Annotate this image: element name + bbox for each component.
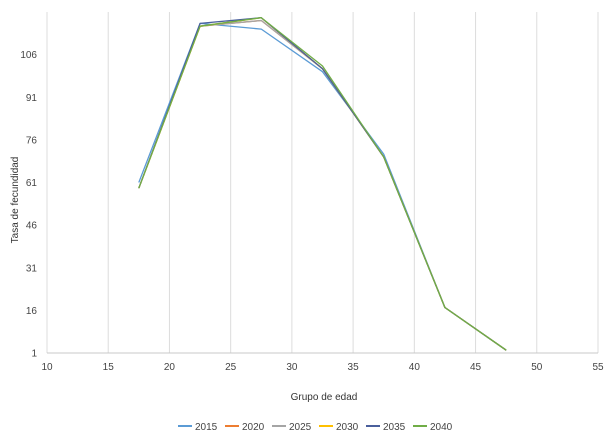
y-axis-label: Tasa de fecundidad (10, 157, 21, 244)
legend-label-2020: 2020 (242, 422, 265, 433)
y-tick-label: 91 (26, 93, 38, 104)
y-tick-label: 1 (31, 349, 37, 360)
series-lines (138, 17, 507, 351)
series-line-2020 (138, 19, 507, 351)
x-axis-label: Grupo de edad (291, 392, 358, 403)
legend-label-2040: 2040 (430, 422, 453, 433)
x-tick-label: 15 (103, 362, 115, 373)
x-tick-label: 10 (41, 362, 53, 373)
series-line-2025 (138, 19, 507, 351)
series-line-2030 (138, 17, 507, 351)
y-tick-label: 106 (20, 50, 37, 61)
x-tick-label: 45 (470, 362, 482, 373)
legend-label-2030: 2030 (336, 422, 359, 433)
legend-label-2015: 2015 (195, 422, 218, 433)
x-tick-label: 35 (348, 362, 360, 373)
legend: 2015 2020 2025 2030 2035 2040 (178, 422, 453, 433)
y-tick-labels: 1 16 31 46 61 76 91 106 (20, 50, 37, 359)
x-tick-label: 50 (531, 362, 543, 373)
y-tick-label: 31 (26, 263, 38, 274)
y-tick-label: 16 (26, 306, 38, 317)
series-line-2035 (138, 17, 507, 351)
x-tick-label: 25 (225, 362, 237, 373)
series-line-2015 (138, 22, 507, 351)
legend-label-2035: 2035 (383, 422, 406, 433)
y-tick-label: 46 (26, 221, 38, 232)
x-tick-label: 55 (592, 362, 604, 373)
x-tick-label: 20 (164, 362, 176, 373)
y-tick-label: 61 (26, 178, 38, 189)
x-tick-label: 40 (409, 362, 421, 373)
x-tick-label: 30 (286, 362, 298, 373)
legend-label-2025: 2025 (289, 422, 312, 433)
x-tick-labels: 10 15 20 25 30 35 40 45 50 55 (41, 362, 604, 373)
gridlines (46, 12, 599, 354)
y-tick-label: 76 (26, 135, 38, 146)
series-line-2040 (138, 17, 507, 351)
